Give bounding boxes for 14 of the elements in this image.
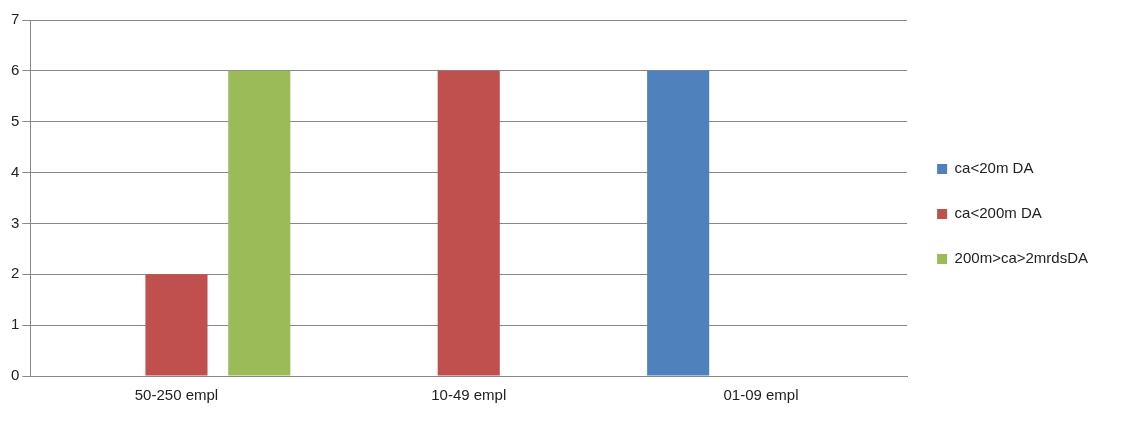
y-tick-label: 0: [11, 366, 20, 384]
x-tick-label: 50-250 empl: [134, 386, 219, 404]
x-tick-label: 10-49 empl: [431, 386, 507, 404]
legend-label: ca<20m DA: [954, 159, 1034, 177]
legend-label: 200m>ca>2mrdsDA: [954, 249, 1089, 267]
y-tick-label: 6: [11, 61, 20, 78]
y-tick-label: 7: [11, 10, 20, 28]
x-tick-label: 01-09 empl: [723, 386, 799, 404]
y-tick-label: 4: [11, 162, 20, 180]
legend-label: ca<200m DA: [954, 204, 1042, 222]
y-tick-label: 5: [11, 111, 20, 129]
y-tick-label: 2: [11, 264, 20, 282]
y-tick-label: 3: [11, 213, 20, 231]
y-tick-label: 1: [11, 315, 20, 333]
